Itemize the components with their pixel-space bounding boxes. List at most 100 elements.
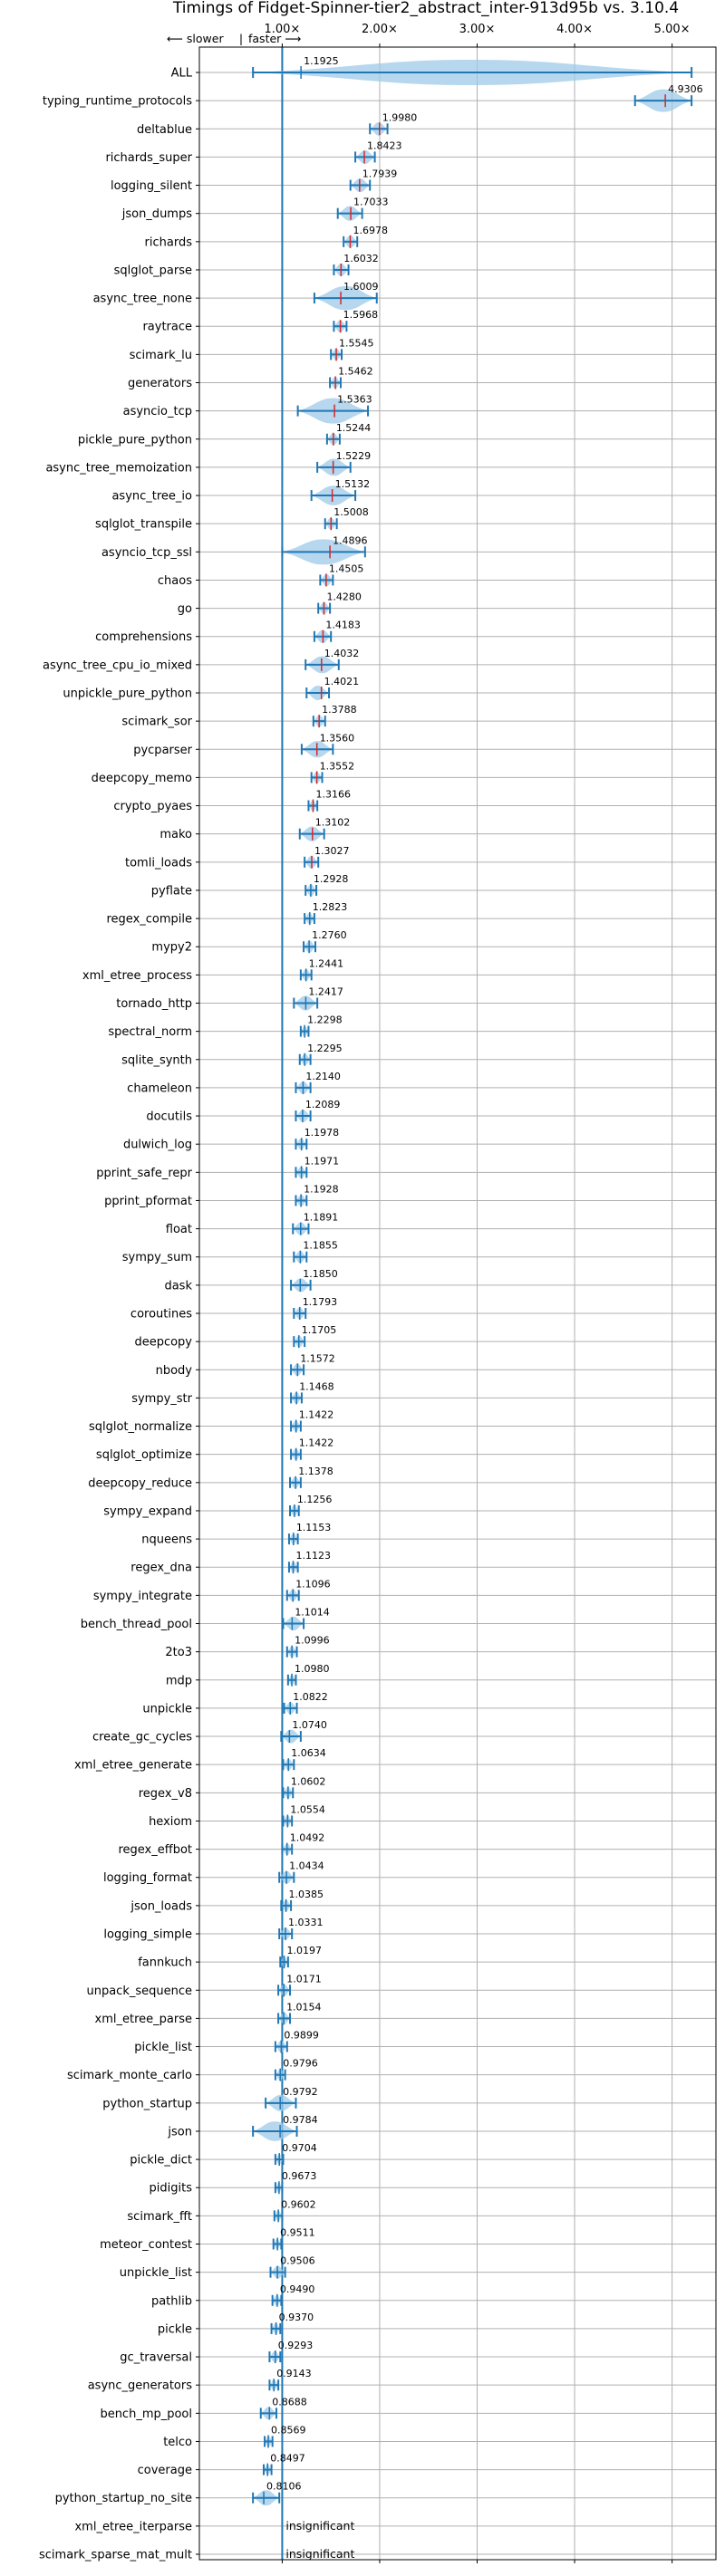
x-tick-label: 5.00× bbox=[654, 23, 691, 36]
value-label: 1.3788 bbox=[322, 704, 357, 716]
benchmark-label: pickle bbox=[158, 2322, 192, 2336]
value-label: 0.9602 bbox=[281, 2198, 316, 2210]
benchmark-label: pprint_pformat bbox=[104, 1195, 192, 1208]
benchmark-label: bench_mp_pool bbox=[100, 2408, 192, 2421]
x-tick-label: 4.00× bbox=[556, 23, 593, 36]
slower-direction-label: ⟵ slower bbox=[167, 32, 224, 45]
value-label: 1.1891 bbox=[304, 1212, 339, 1224]
benchmark-label: chaos bbox=[158, 574, 192, 588]
value-label: 1.1971 bbox=[304, 1155, 340, 1167]
benchmark-label: tornado_http bbox=[116, 997, 192, 1011]
value-label: 1.0740 bbox=[292, 1719, 327, 1731]
benchmark-label: pickle_dict bbox=[130, 2154, 192, 2167]
benchmark-label: async_generators bbox=[88, 2379, 193, 2393]
benchmark-label: mypy2 bbox=[151, 941, 192, 955]
benchmark-label: python_startup bbox=[102, 2097, 192, 2110]
value-label: 1.0492 bbox=[290, 1832, 325, 1844]
benchmark-label: ALL bbox=[171, 67, 193, 81]
value-label: 1.4021 bbox=[324, 676, 360, 687]
value-label: 0.9506 bbox=[280, 2255, 315, 2267]
value-label: 0.8497 bbox=[270, 2453, 305, 2465]
value-label: 1.3027 bbox=[314, 845, 350, 857]
value-label: 0.9673 bbox=[282, 2170, 317, 2182]
value-label: 1.9980 bbox=[382, 111, 418, 123]
value-label: 1.1855 bbox=[303, 1240, 338, 1252]
value-label: 1.1096 bbox=[295, 1578, 331, 1590]
benchmark-label: logging_simple bbox=[103, 1928, 192, 1942]
value-label: 4.9306 bbox=[668, 83, 703, 95]
plot-frame bbox=[198, 46, 717, 2561]
benchmark-label: crypto_pyaes bbox=[113, 800, 192, 813]
benchmark-label: async_tree_cpu_io_mixed bbox=[43, 658, 192, 672]
value-label: 1.1925 bbox=[304, 55, 339, 67]
benchmark-label: sympy_expand bbox=[103, 1504, 192, 1518]
benchmark-label: deltablue bbox=[137, 123, 192, 137]
benchmark-label: chameleon bbox=[127, 1081, 192, 1095]
value-label: 1.4032 bbox=[324, 648, 360, 659]
value-label: 1.3166 bbox=[315, 789, 351, 801]
value-label: 1.0154 bbox=[286, 2001, 322, 2013]
benchmark-label: xml_etree_generate bbox=[74, 1759, 192, 1773]
value-label: 1.5229 bbox=[336, 450, 372, 462]
value-label: 1.2298 bbox=[307, 1014, 343, 1026]
value-label: 1.0822 bbox=[293, 1691, 328, 1703]
value-label: 1.8423 bbox=[367, 139, 402, 151]
value-label: 1.3102 bbox=[315, 817, 351, 829]
faster-direction-label: faster ⟶ bbox=[248, 32, 301, 45]
benchmark-label: meteor_contest bbox=[100, 2238, 192, 2252]
benchmark-label: xml_etree_process bbox=[82, 969, 192, 983]
benchmark-label: create_gc_cycles bbox=[92, 1731, 192, 1745]
benchmark-label: float bbox=[166, 1223, 192, 1236]
insignificant-label: insignificant bbox=[285, 2547, 354, 2561]
benchmark-label: richards_super bbox=[105, 151, 192, 165]
value-label: 1.5545 bbox=[339, 337, 374, 349]
benchmark-label: pathlib bbox=[151, 2294, 192, 2308]
benchmark-label: bench_thread_pool bbox=[81, 1618, 192, 1631]
benchmark-label: unpack_sequence bbox=[86, 1985, 192, 1998]
value-label: 0.8688 bbox=[272, 2396, 307, 2408]
value-label: 0.9784 bbox=[283, 2114, 318, 2126]
value-label: 1.6978 bbox=[353, 225, 388, 236]
benchmark-label: coroutines bbox=[130, 1308, 192, 1322]
chart-title: Timings of Fidget-Spinner-tier2_abstract… bbox=[172, 0, 679, 17]
value-label: 0.9143 bbox=[276, 2368, 312, 2379]
value-label: 0.9796 bbox=[283, 2058, 318, 2070]
value-label: 0.9792 bbox=[283, 2086, 318, 2098]
value-label: 1.3552 bbox=[320, 760, 355, 772]
benchmark-label: pickle_list bbox=[134, 2041, 192, 2054]
benchmark-label: scimark_sparse_mat_mult bbox=[39, 2549, 192, 2562]
benchmark-label: richards bbox=[145, 235, 193, 249]
value-label: 1.0197 bbox=[287, 1945, 323, 1956]
benchmark-label: regex_dna bbox=[130, 1562, 192, 1575]
benchmark-label: scimark_sor bbox=[121, 716, 192, 729]
value-label: 1.2089 bbox=[305, 1099, 341, 1110]
benchmark-label: pickle_pure_python bbox=[78, 433, 192, 447]
benchmark-label: fannkuch bbox=[138, 1956, 192, 1970]
value-label: 1.0554 bbox=[290, 1803, 325, 1815]
x-tick-label: 3.00× bbox=[459, 23, 496, 36]
value-label: 0.9511 bbox=[280, 2227, 315, 2239]
value-label: 1.4183 bbox=[325, 620, 361, 631]
value-label: 1.1422 bbox=[299, 1409, 334, 1421]
benchmark-label: python_startup_no_site bbox=[55, 2492, 192, 2505]
benchmark-label: nqueens bbox=[141, 1533, 192, 1547]
value-label: 1.5462 bbox=[338, 366, 373, 378]
value-label: 1.0331 bbox=[288, 1917, 324, 1928]
benchmark-label: scimark_monte_carlo bbox=[67, 2069, 192, 2082]
value-label: 1.5968 bbox=[343, 309, 379, 321]
value-label: 1.1850 bbox=[303, 1268, 338, 1280]
direction-separator: | bbox=[239, 32, 243, 45]
benchmark-label: asyncio_tcp bbox=[123, 405, 192, 418]
benchmark-label: coverage bbox=[138, 2464, 192, 2477]
benchmark-label: sympy_sum bbox=[122, 1251, 192, 1264]
value-label: 1.1153 bbox=[296, 1522, 332, 1533]
value-label: 1.2417 bbox=[308, 986, 343, 998]
benchmark-label: sqlite_synth bbox=[121, 1053, 192, 1067]
benchmark-label: logging_format bbox=[103, 1871, 192, 1885]
value-label: 1.5363 bbox=[337, 394, 372, 406]
value-label: 1.2823 bbox=[313, 901, 348, 913]
x-tick-label: 1.00× bbox=[264, 23, 300, 36]
benchmark-label: mako bbox=[160, 828, 192, 841]
